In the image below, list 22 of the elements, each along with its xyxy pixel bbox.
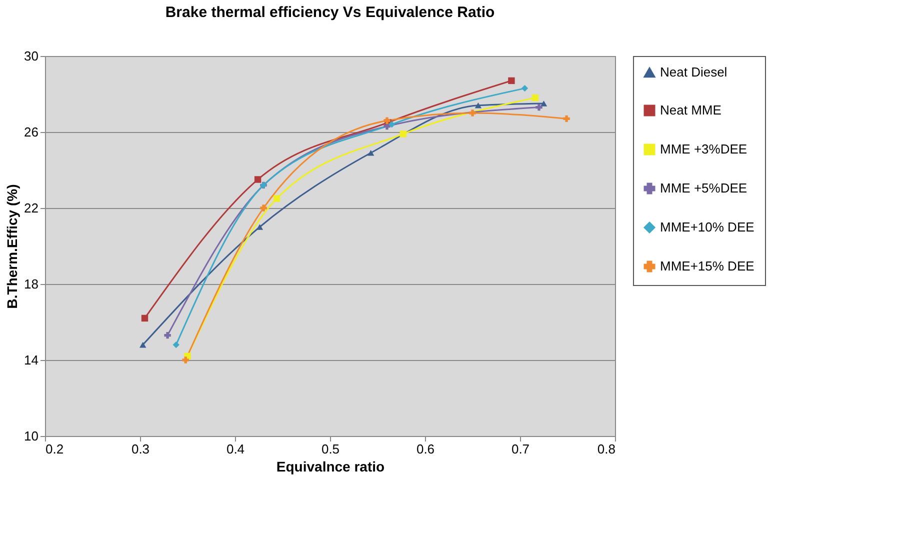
y-tick-label: 10: [24, 428, 38, 444]
chart-title: Brake thermal efficiency Vs Equivalence Ratio: [165, 4, 495, 21]
legend-label: MME +5%DEE: [660, 180, 748, 196]
x-tick-label: 0.6: [416, 442, 435, 456]
x-tick-label: 0.8: [597, 442, 616, 456]
legend-label: MME+15% DEE: [660, 258, 755, 274]
legend-label: MME+10% DEE: [660, 220, 755, 234]
x-tick-label: 0.4: [226, 442, 245, 456]
legend-label: MME +3%DEE: [660, 142, 748, 156]
y-tick-label: 26: [24, 124, 38, 140]
x-tick-label: 0.2: [46, 442, 64, 456]
y-tick-label: 18: [24, 276, 38, 292]
y-tick-label: 14: [24, 352, 38, 368]
legend-label: Neat Diesel: [660, 64, 728, 80]
x-tick-label: 0.3: [131, 442, 150, 456]
x-tick-label: 0.7: [511, 442, 530, 456]
x-tick-label: 0.5: [321, 442, 340, 456]
y-axis-title: B.Therm.Efficy (%): [4, 184, 20, 309]
x-axis-title: Equivalnce ratio: [276, 458, 385, 474]
y-tick-label: 22: [24, 200, 38, 216]
y-tick-label: 30: [24, 48, 38, 64]
legend-label: Neat MME: [660, 102, 722, 118]
